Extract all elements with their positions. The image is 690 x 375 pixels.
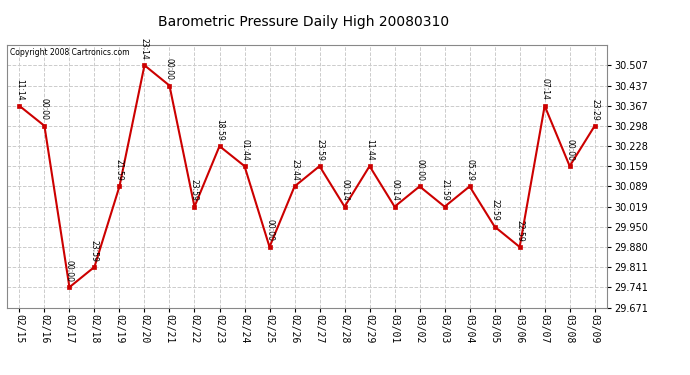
Text: 23:59: 23:59 [190,179,199,201]
Text: 11:44: 11:44 [365,139,374,160]
Text: 05:29: 05:29 [465,159,474,181]
Text: 00:00: 00:00 [65,260,74,282]
Text: Barometric Pressure Daily High 20080310: Barometric Pressure Daily High 20080310 [158,15,449,29]
Text: 00:00: 00:00 [165,58,174,80]
Text: 11:14: 11:14 [15,79,24,100]
Text: Copyright 2008 Cartronics.com: Copyright 2008 Cartronics.com [10,48,130,57]
Text: 22:59: 22:59 [515,220,524,242]
Text: 22:59: 22:59 [490,200,499,221]
Text: 23:14: 23:14 [140,38,149,60]
Text: 00:00: 00:00 [40,98,49,120]
Text: 18:59: 18:59 [215,119,224,141]
Text: 00:00: 00:00 [265,219,274,242]
Text: 00:00: 00:00 [415,159,424,181]
Text: 23:44: 23:44 [290,159,299,181]
Text: 00:00: 00:00 [565,138,574,160]
Text: 07:14: 07:14 [540,78,549,100]
Text: 21:59: 21:59 [440,179,449,201]
Text: 21:59: 21:59 [115,159,124,181]
Text: 23:29: 23:29 [590,99,599,120]
Text: 00:14: 00:14 [390,179,399,201]
Text: 01:44: 01:44 [240,139,249,160]
Text: 00:14: 00:14 [340,179,349,201]
Text: 23:59: 23:59 [90,240,99,261]
Text: 23:59: 23:59 [315,139,324,160]
